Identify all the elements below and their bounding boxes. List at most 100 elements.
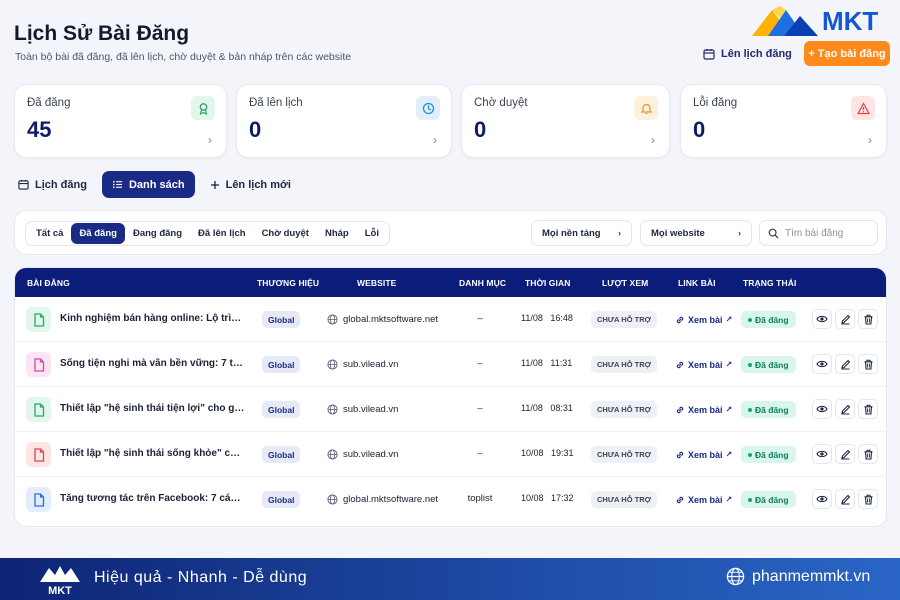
brand-badge: Global: [262, 401, 301, 418]
link-icon: [676, 451, 684, 458]
table-row[interactable]: Thiết lập "hệ sinh thái tiện lợi" cho gi…: [15, 387, 886, 432]
time-cell: 11/08 16:48: [521, 313, 573, 323]
page-title: Lịch Sử Bài Đăng: [14, 22, 190, 45]
website-name: global.mktsoftware.net: [343, 314, 439, 325]
table-row[interactable]: Kinh nghiệm bán hàng online: Lộ trình th…: [15, 297, 886, 342]
status-tab-scheduled[interactable]: Đã lên lịch: [198, 228, 246, 239]
post-title[interactable]: Thiết lập "hệ sinh thái tiện lợi" cho gi…: [60, 403, 246, 414]
stat-card-scheduled[interactable]: Đã lên lịch 0 ›: [236, 84, 452, 158]
plus-icon: [210, 180, 219, 189]
post-title[interactable]: Tăng tương tác trên Facebook: 7 cách lá.…: [60, 493, 246, 504]
edit-button[interactable]: [835, 354, 855, 374]
status-dot-icon: [748, 407, 752, 412]
globe-icon: [327, 494, 338, 505]
platform-select[interactable]: Mọi nền tảng ›: [531, 220, 632, 246]
chevron-right-icon: ›: [433, 133, 437, 147]
view-post-link[interactable]: Xem bài ↗: [675, 492, 732, 507]
mkt-logo: MKT: [750, 4, 890, 38]
table-row[interactable]: Tăng tương tác trên Facebook: 7 cách lá.…: [15, 477, 886, 522]
table-row[interactable]: Thiết lập "hệ sinh thái sống khỏe" cho g…: [15, 432, 886, 477]
delete-button[interactable]: [858, 399, 878, 419]
status-dot-icon: [748, 362, 752, 367]
tab-new-schedule[interactable]: Lên lịch mới: [201, 171, 300, 198]
globe-icon: [327, 404, 338, 415]
edit-button[interactable]: [835, 309, 855, 329]
tab-calendar[interactable]: Lịch đăng: [15, 171, 96, 198]
website-cell: sub.vilead.vn: [327, 356, 398, 373]
stat-card-published[interactable]: Đã đăng 45 ›: [14, 84, 227, 158]
post-title[interactable]: Thiết lập "hệ sinh thái sống khỏe" cho g…: [60, 448, 246, 459]
post-title[interactable]: Kinh nghiệm bán hàng online: Lộ trình th…: [60, 313, 246, 324]
status-dot-icon: [748, 452, 752, 457]
ribbon-icon: [191, 96, 215, 120]
mkt-logo-mark-icon: MKT: [40, 566, 80, 597]
view-button[interactable]: [812, 354, 832, 374]
column-header: LINK BÀI: [678, 278, 716, 288]
pencil-icon: [840, 404, 850, 414]
document-icon: [26, 397, 51, 422]
status-tab-draft[interactable]: Nháp: [324, 228, 349, 239]
status-tab-published[interactable]: Đã đăng: [71, 223, 125, 244]
view-button[interactable]: [812, 444, 832, 464]
status-tab-all[interactable]: Tất cả: [36, 228, 64, 239]
stat-card-pending[interactable]: Chờ duyệt 0 ›: [461, 84, 670, 158]
view-post-link[interactable]: Xem bài ↗: [675, 312, 732, 327]
eye-icon: [816, 360, 828, 368]
website-cell: global.mktsoftware.net: [327, 491, 438, 508]
search-input[interactable]: [785, 227, 869, 239]
create-post-button[interactable]: + Tạo bài đăng: [804, 41, 890, 66]
view-post-label: Xem bài: [688, 359, 723, 370]
edit-button[interactable]: [835, 489, 855, 509]
stat-value: 0: [249, 117, 262, 142]
footer-slogan: Hiệu quả - Nhanh - Dễ dùng: [94, 569, 308, 586]
footer-website[interactable]: phanmemmkt.vn: [726, 567, 870, 586]
footer-logo: MKT: [38, 560, 82, 598]
view-button[interactable]: [812, 489, 832, 509]
post-title[interactable]: Sống tiện nghi mà vẫn bền vững: 7 thói q…: [60, 358, 246, 369]
status-tab-publishing[interactable]: Đang đăng: [132, 228, 183, 239]
globe-icon: [327, 449, 338, 460]
schedule-post-label: Lên lịch đăng: [721, 48, 792, 60]
external-link-icon: ↗: [725, 450, 733, 459]
trash-icon: [864, 494, 872, 505]
footer-logo-text: MKT: [48, 585, 72, 597]
search-box: [759, 220, 878, 246]
table-row[interactable]: Sống tiện nghi mà vẫn bền vững: 7 thói q…: [15, 342, 886, 387]
external-link-icon: ↗: [725, 315, 733, 324]
category-cell: –: [477, 403, 483, 414]
stat-card-errors[interactable]: Lỗi đăng 0 ›: [680, 84, 887, 158]
status-tab-error[interactable]: Lỗi: [364, 228, 379, 239]
status-label: Đã đăng: [755, 449, 789, 460]
delete-button[interactable]: [858, 489, 878, 509]
views-badge: CHƯA HỖ TRỢ: [591, 356, 658, 373]
stat-value: 45: [27, 117, 52, 142]
view-button[interactable]: [812, 309, 832, 329]
view-button[interactable]: [812, 399, 832, 419]
edit-button[interactable]: [835, 444, 855, 464]
status-tab-pending[interactable]: Chờ duyệt: [261, 228, 309, 239]
view-tabs: Lịch đăng Danh sách Lên lịch mới: [15, 171, 300, 198]
brand-badge: Global: [262, 491, 301, 508]
document-icon: [26, 487, 51, 512]
mkt-logo-mark-icon: [752, 6, 818, 36]
view-post-link[interactable]: Xem bài ↗: [675, 447, 732, 462]
trash-icon: [864, 404, 872, 415]
category-cell: –: [477, 358, 483, 369]
calendar-icon: [18, 179, 29, 190]
pencil-icon: [840, 314, 850, 324]
pencil-icon: [840, 359, 850, 369]
view-post-link[interactable]: Xem bài ↗: [675, 357, 732, 372]
delete-button[interactable]: [858, 309, 878, 329]
category-cell: –: [477, 313, 483, 324]
delete-button[interactable]: [858, 354, 878, 374]
stat-label: Chờ duyệt: [474, 97, 528, 109]
view-post-label: Xem bài: [688, 494, 723, 505]
tab-list[interactable]: Danh sách: [101, 171, 195, 198]
status-label: Đã đăng: [755, 314, 789, 325]
delete-button[interactable]: [858, 444, 878, 464]
view-post-link[interactable]: Xem bài ↗: [675, 402, 732, 417]
schedule-post-button[interactable]: Lên lịch đăng: [703, 44, 792, 64]
website-select[interactable]: Mọi website ›: [640, 220, 752, 246]
status-badge: Đã đăng: [741, 311, 796, 328]
edit-button[interactable]: [835, 399, 855, 419]
